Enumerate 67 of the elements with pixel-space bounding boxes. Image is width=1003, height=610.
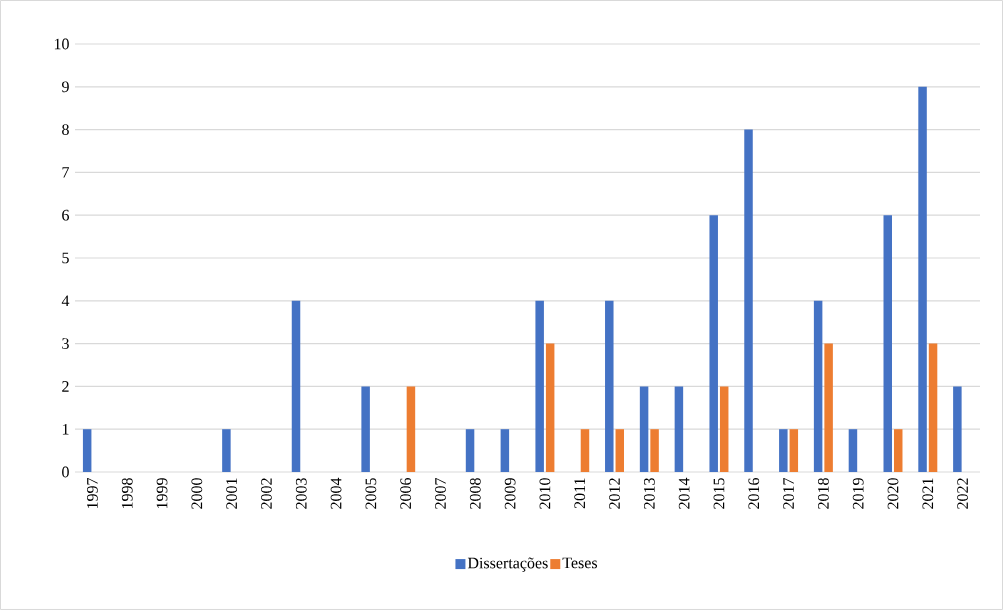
bar — [709, 215, 718, 472]
bar — [650, 429, 659, 472]
y-tick-label: 6 — [62, 209, 70, 221]
x-tick-label: 2011 — [574, 478, 586, 509]
x-tick-label: 2013 — [643, 478, 655, 509]
x-tick-label: 2014 — [678, 477, 690, 509]
y-tick-label: 0 — [62, 466, 69, 478]
x-tick-label: 2018 — [817, 478, 829, 509]
legend-label: Dissertações — [467, 557, 548, 572]
bar — [719, 386, 729, 472]
bar — [465, 429, 475, 472]
bar — [918, 86, 927, 472]
bar — [222, 429, 231, 472]
x-tick-label: 1998 — [121, 478, 133, 509]
x-tick-label: 2020 — [887, 478, 899, 509]
bar — [291, 300, 301, 472]
bar — [789, 429, 799, 472]
x-tick-label: 2006 — [400, 477, 412, 509]
y-tick-label: 5 — [62, 252, 69, 264]
y-tick-label: 4 — [61, 295, 70, 307]
bar — [605, 300, 614, 472]
bar — [580, 429, 590, 472]
bar — [928, 343, 938, 472]
bar — [535, 300, 544, 472]
bar — [674, 386, 684, 472]
x-tick-label: 2003 — [295, 478, 307, 509]
bar — [500, 429, 510, 472]
y-tick-label: 9 — [61, 81, 69, 93]
bar — [744, 129, 753, 472]
x-tick-label: 2009 — [504, 478, 516, 509]
bar — [883, 215, 892, 472]
bar — [779, 429, 788, 472]
bar — [615, 429, 625, 472]
bar — [545, 343, 555, 472]
x-tick-label: 2022 — [957, 478, 969, 509]
x-tick-label: 1997 — [87, 477, 98, 509]
x-tick-label: 2002 — [261, 478, 272, 509]
bar — [639, 386, 649, 472]
x-tick-label: 2005 — [365, 478, 377, 509]
y-tick-label: 1 — [62, 423, 69, 435]
bar — [361, 386, 370, 472]
x-tick-label: 2000 — [191, 478, 203, 509]
x-tick-label: 2016 — [748, 477, 760, 509]
legend-label: Teses — [562, 557, 598, 569]
x-tick-label: 2001 — [226, 478, 238, 509]
x-tick-label: 1999 — [156, 478, 168, 509]
x-tick-label: 2017 — [783, 477, 794, 509]
x-tick-label: 2021 — [922, 478, 934, 509]
bar — [953, 386, 962, 472]
x-tick-label: 2015 — [713, 478, 725, 509]
x-tick-label: 2012 — [609, 478, 620, 509]
y-tick-label: 7 — [62, 167, 70, 178]
x-tick-label: 2004 — [330, 477, 342, 509]
y-tick-label: 2 — [62, 381, 69, 392]
y-tick-label: 10 — [54, 38, 69, 50]
bar — [848, 429, 858, 472]
y-tick-label: 3 — [62, 338, 69, 349]
x-tick-label: 2010 — [539, 478, 551, 509]
bar — [82, 429, 92, 472]
x-tick-label: 2008 — [469, 478, 481, 509]
y-tick-label: 8 — [62, 124, 69, 135]
x-tick-label: 2007 — [435, 477, 446, 509]
x-tick-label: 2019 — [852, 478, 864, 509]
bar — [893, 429, 903, 472]
bar — [813, 300, 823, 472]
bar — [406, 386, 416, 472]
bar — [824, 343, 833, 472]
